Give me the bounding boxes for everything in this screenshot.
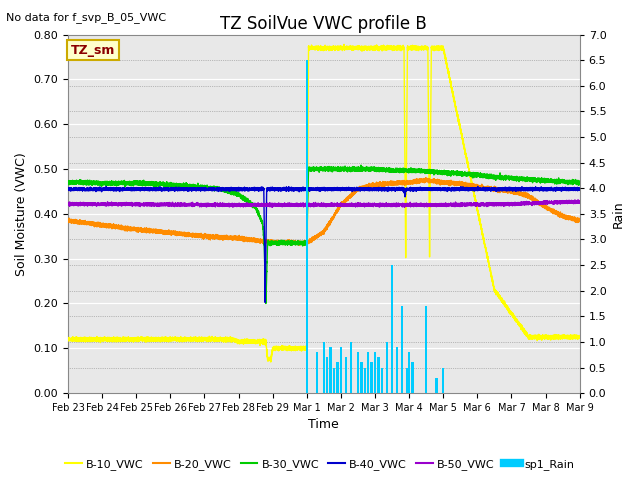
Bar xyxy=(360,362,363,393)
Bar xyxy=(377,357,380,393)
Bar xyxy=(396,347,398,393)
X-axis label: Time: Time xyxy=(308,419,339,432)
Bar xyxy=(305,60,308,393)
Bar xyxy=(367,352,369,393)
Bar xyxy=(435,378,438,393)
Text: No data for f_svp_B_05_VWC: No data for f_svp_B_05_VWC xyxy=(6,12,166,23)
Bar xyxy=(340,347,342,393)
Bar xyxy=(364,368,366,393)
Bar xyxy=(356,352,359,393)
Legend: B-10_VWC, B-20_VWC, B-30_VWC, B-40_VWC, B-50_VWC, sp1_Rain: B-10_VWC, B-20_VWC, B-30_VWC, B-40_VWC, … xyxy=(61,455,579,474)
Bar xyxy=(333,368,335,393)
Bar xyxy=(330,347,332,393)
Bar xyxy=(391,265,393,393)
Bar xyxy=(386,342,388,393)
Bar xyxy=(345,357,348,393)
Bar xyxy=(406,368,408,393)
Bar xyxy=(374,352,376,393)
Bar xyxy=(401,306,403,393)
Bar xyxy=(381,368,383,393)
Bar xyxy=(408,352,410,393)
Bar xyxy=(350,342,353,393)
Title: TZ SoilVue VWC profile B: TZ SoilVue VWC profile B xyxy=(220,15,428,33)
Bar xyxy=(323,342,325,393)
Bar xyxy=(316,352,318,393)
Y-axis label: Soil Moisture (VWC): Soil Moisture (VWC) xyxy=(15,152,28,276)
Bar xyxy=(371,362,372,393)
Bar xyxy=(412,362,413,393)
Text: TZ_sm: TZ_sm xyxy=(70,44,115,57)
Bar xyxy=(336,362,339,393)
Bar xyxy=(442,368,444,393)
Bar xyxy=(425,306,428,393)
Y-axis label: Rain: Rain xyxy=(612,200,625,228)
Bar xyxy=(326,357,328,393)
